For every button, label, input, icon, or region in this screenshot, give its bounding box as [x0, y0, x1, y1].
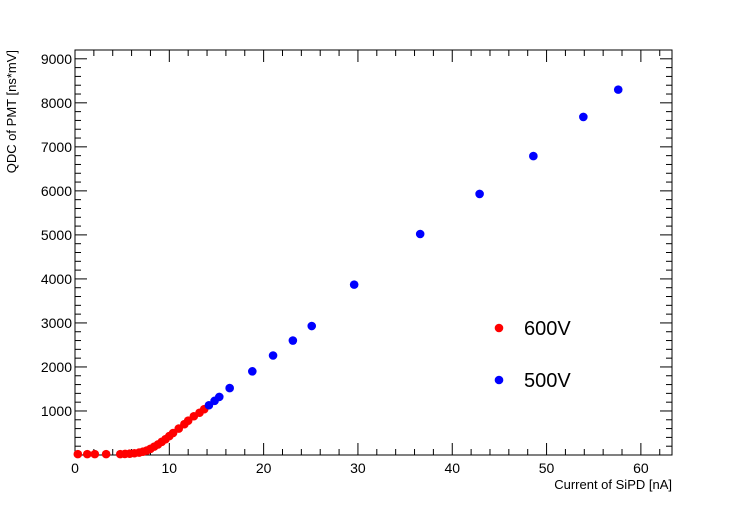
y-tick-label: 7000 [41, 139, 72, 155]
legend-label: 600V [524, 318, 571, 340]
data-point [415, 229, 425, 239]
x-tick-label: 20 [256, 460, 272, 476]
data-points [73, 85, 623, 459]
x-tick-label: 10 [162, 460, 178, 476]
x-axis-label: Current of SiPD [nA] [554, 477, 672, 492]
data-point [248, 367, 257, 376]
axis-tick-labels: 0 10 20 30 40 50 60 1000 2000 3000 4000 5000 6000 700… [41, 51, 649, 476]
x-tick-label: 30 [350, 460, 366, 476]
data-point [73, 449, 83, 459]
y-tick-label: 3000 [41, 315, 72, 331]
data-point [90, 449, 100, 459]
y-tick-label: 1000 [41, 403, 72, 419]
data-point [82, 449, 92, 459]
data-point [579, 112, 588, 122]
y-tick-label: 2000 [41, 359, 72, 375]
y-tick-label: 5000 [41, 227, 72, 243]
legend-label: 500V [524, 370, 571, 392]
data-point [268, 351, 278, 360]
y-tick-label: 6000 [41, 183, 72, 199]
x-tick-label: 0 [71, 460, 79, 476]
x-tick-label: 50 [539, 460, 555, 476]
x-tick-label: 40 [444, 460, 460, 476]
data-point [101, 449, 111, 459]
legend-marker [494, 323, 504, 333]
axis-ticks [74, 49, 672, 456]
legend: 600V 500V [494, 318, 571, 392]
data-point [214, 392, 224, 402]
y-tick-label: 9000 [41, 51, 72, 67]
plot-frame [74, 49, 673, 456]
data-point [288, 336, 298, 345]
x-tick-label: 60 [633, 460, 649, 476]
legend-marker [494, 375, 504, 385]
data-point [475, 189, 484, 199]
y-tick-label: 4000 [41, 271, 72, 287]
data-point [349, 280, 359, 289]
data-point [307, 321, 317, 331]
y-axis-label: QDC of PMT [ns*mV] [4, 50, 19, 173]
y-tick-label: 8000 [41, 95, 72, 111]
data-point [613, 85, 623, 94]
data-point [225, 383, 234, 393]
data-point [529, 151, 538, 161]
